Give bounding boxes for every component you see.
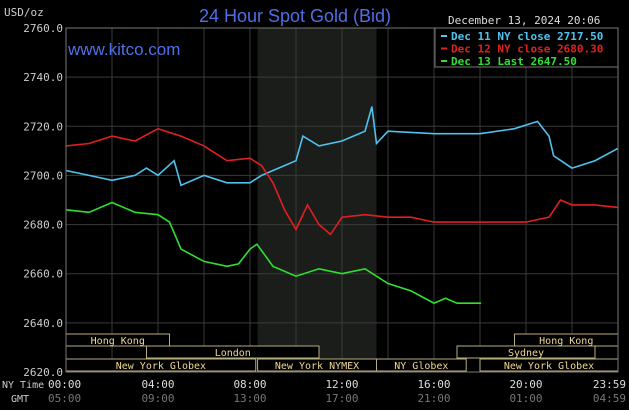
chart-title: 24 Hour Spot Gold (Bid) bbox=[199, 6, 391, 26]
y-tick-label: 2660.0 bbox=[23, 268, 63, 281]
session-label: Hong Kong bbox=[91, 336, 145, 347]
session-label: NY Globex bbox=[394, 361, 448, 372]
grid bbox=[66, 27, 618, 373]
y-tick-labels: 2760.0 2740.0 2720.0 2700.0 2680.0 2660.0 2640… bbox=[23, 22, 63, 379]
series-line-2 bbox=[65, 201, 482, 305]
session-bar bbox=[146, 345, 320, 359]
legend-entry: Dec 11 NY close 2717.50 bbox=[451, 30, 603, 43]
x-tick-gmt: 01:00 bbox=[509, 392, 542, 405]
x-tick-ny: 20:00 bbox=[509, 378, 542, 391]
timestamp: December 13, 2024 20:06 bbox=[448, 14, 600, 27]
session-bars: Hong Kong Hong Kong London Sydney New York G… bbox=[65, 333, 619, 372]
session-label: Sydney bbox=[508, 348, 544, 359]
website-label: www.kitco.com bbox=[67, 40, 180, 59]
y-tick-label: 2640.0 bbox=[23, 317, 63, 330]
plot-border bbox=[65, 27, 619, 373]
series-lines bbox=[65, 106, 619, 305]
x-tick-gmt: 09:00 bbox=[141, 392, 174, 405]
y-tick-label: 2620.0 bbox=[23, 366, 63, 379]
gmt-label: GMT bbox=[11, 394, 29, 405]
legend-entry: Dec 12 NY close 2680.30 bbox=[451, 43, 603, 56]
y-tick-label: 2760.0 bbox=[23, 22, 63, 35]
y-tick-label: 2720.0 bbox=[23, 120, 63, 133]
ny-time-label: NY Time bbox=[2, 380, 44, 391]
session-bar bbox=[456, 345, 596, 359]
session-label: New York Globex bbox=[504, 361, 594, 372]
x-tick-gmt: 21:00 bbox=[417, 392, 450, 405]
series-line-0 bbox=[65, 106, 619, 187]
session-label: New York NYMEX bbox=[275, 361, 359, 372]
y-tick-label: 2680.0 bbox=[23, 219, 63, 232]
x-tick-ny: 12:00 bbox=[325, 378, 358, 391]
legend-entry: Dec 13 Last 2647.50 bbox=[451, 55, 577, 68]
y-axis-label: USD/oz bbox=[4, 6, 44, 19]
x-tick-ny: 08:00 bbox=[233, 378, 266, 391]
x-tick-gmt: 17:00 bbox=[325, 392, 358, 405]
session-label: London bbox=[215, 348, 251, 359]
x-tick-gmt: 13:00 bbox=[233, 392, 266, 405]
x-tick-ny: 04:00 bbox=[141, 378, 174, 391]
x-tick-ny: 23:59 bbox=[593, 378, 626, 391]
session-label: New York Globex bbox=[116, 361, 206, 372]
legend-box bbox=[434, 27, 619, 68]
x-tick-ny: 00:00 bbox=[48, 378, 81, 391]
x-tick-ny: 16:00 bbox=[417, 378, 450, 391]
y-tick-label: 2700.0 bbox=[23, 169, 63, 182]
x-tick-gmt: 05:00 bbox=[48, 392, 81, 405]
y-tick-label: 2740.0 bbox=[23, 71, 63, 84]
x-tick-gmt: 04:59 bbox=[593, 392, 626, 405]
session-label: Hong Kong bbox=[539, 336, 593, 347]
session-bar bbox=[376, 358, 467, 372]
series-line-1 bbox=[65, 127, 618, 236]
nymex-shaded-region bbox=[257, 28, 377, 372]
